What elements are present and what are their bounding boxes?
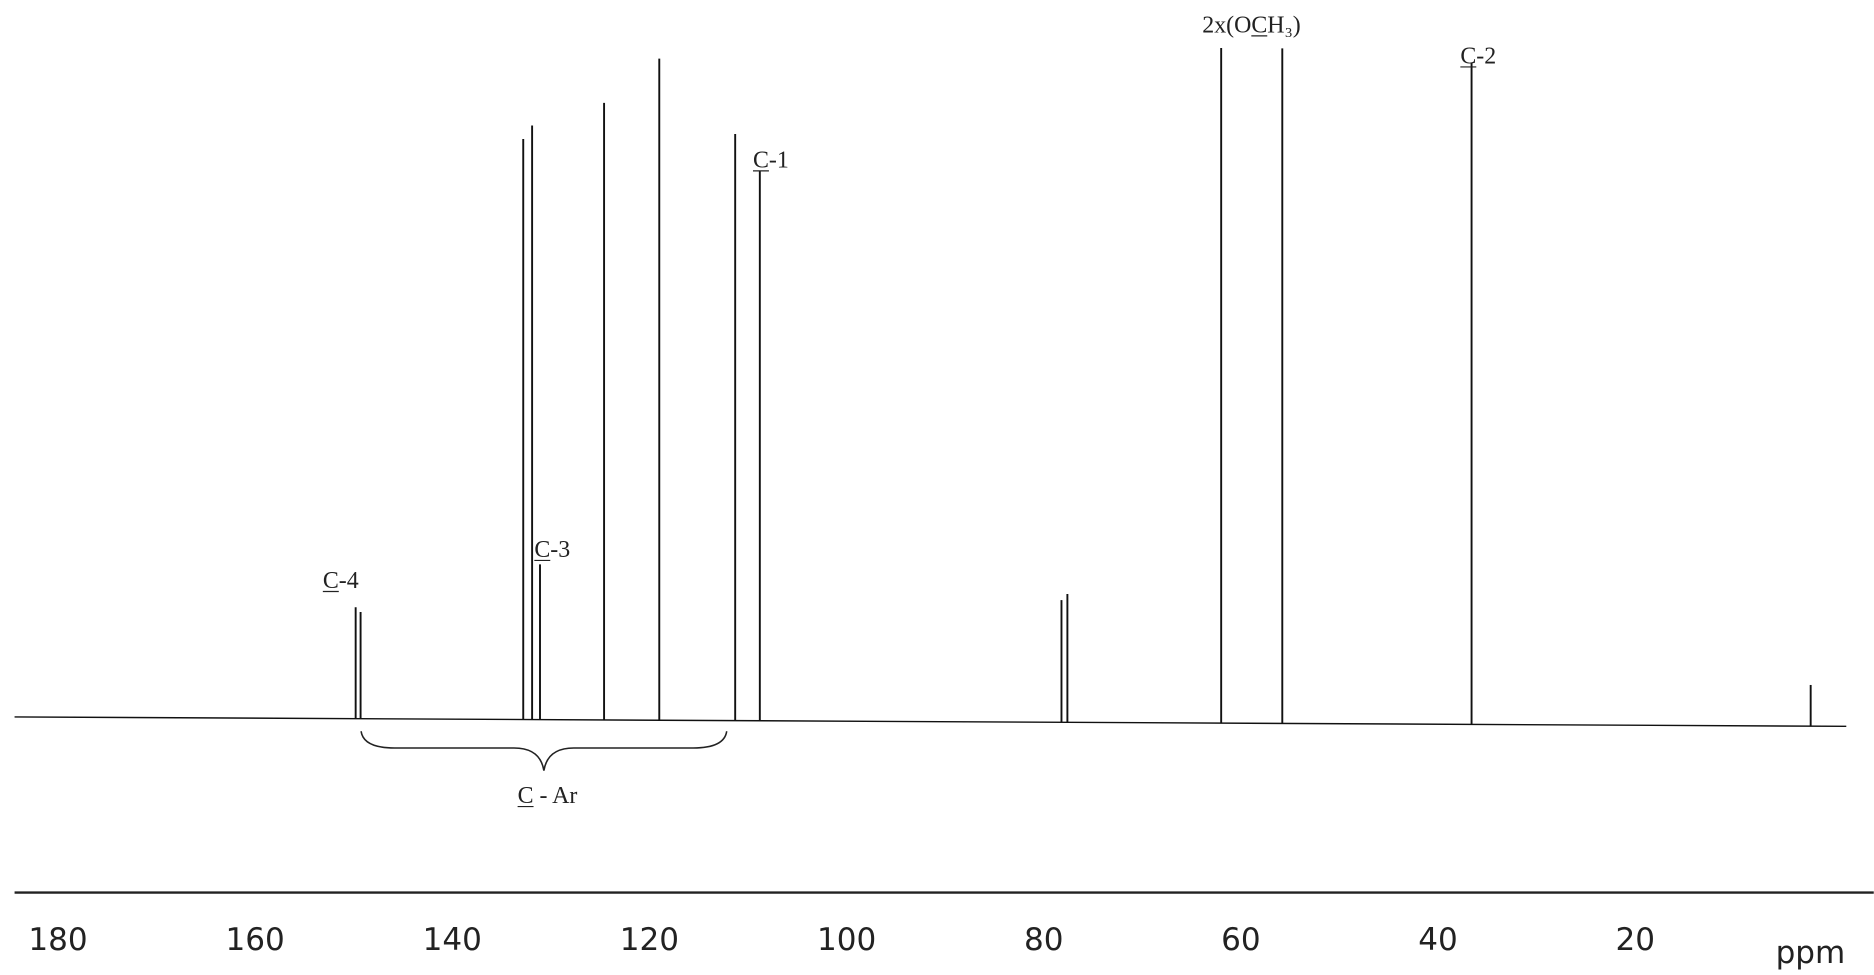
x-axis-label: ppm: [1776, 935, 1846, 971]
x-tick-label: 140: [423, 922, 482, 958]
peak-annotation: C-2: [1460, 43, 1496, 69]
peak-annotation: C-3: [534, 537, 570, 563]
chart: ppm C - Ar 180 160 140 120 100 80 60 40 20 C-4 C-3…: [0, 0, 1874, 975]
x-tick-label: 80: [1024, 922, 1064, 958]
bracket: [361, 731, 727, 770]
x-tick-label: 160: [225, 922, 284, 958]
x-tick-label: 40: [1418, 922, 1458, 958]
x-tick-label: 180: [28, 922, 87, 958]
page: {"chart_data": { "type": "spectrum", "x_…: [0, 0, 1874, 975]
bracket-label: C - Ar: [518, 783, 578, 809]
x-tick-label: 60: [1221, 922, 1261, 958]
peak-annotation: C-1: [753, 147, 789, 173]
x-tick-label: 120: [620, 922, 679, 958]
x-tick-label: 20: [1615, 922, 1655, 958]
x-tick-label: 100: [817, 922, 876, 958]
peak-annotation: C-4: [323, 568, 359, 594]
peak-annotation: 2x(OCH₃): [1202, 12, 1301, 38]
baseline: [15, 717, 1847, 726]
